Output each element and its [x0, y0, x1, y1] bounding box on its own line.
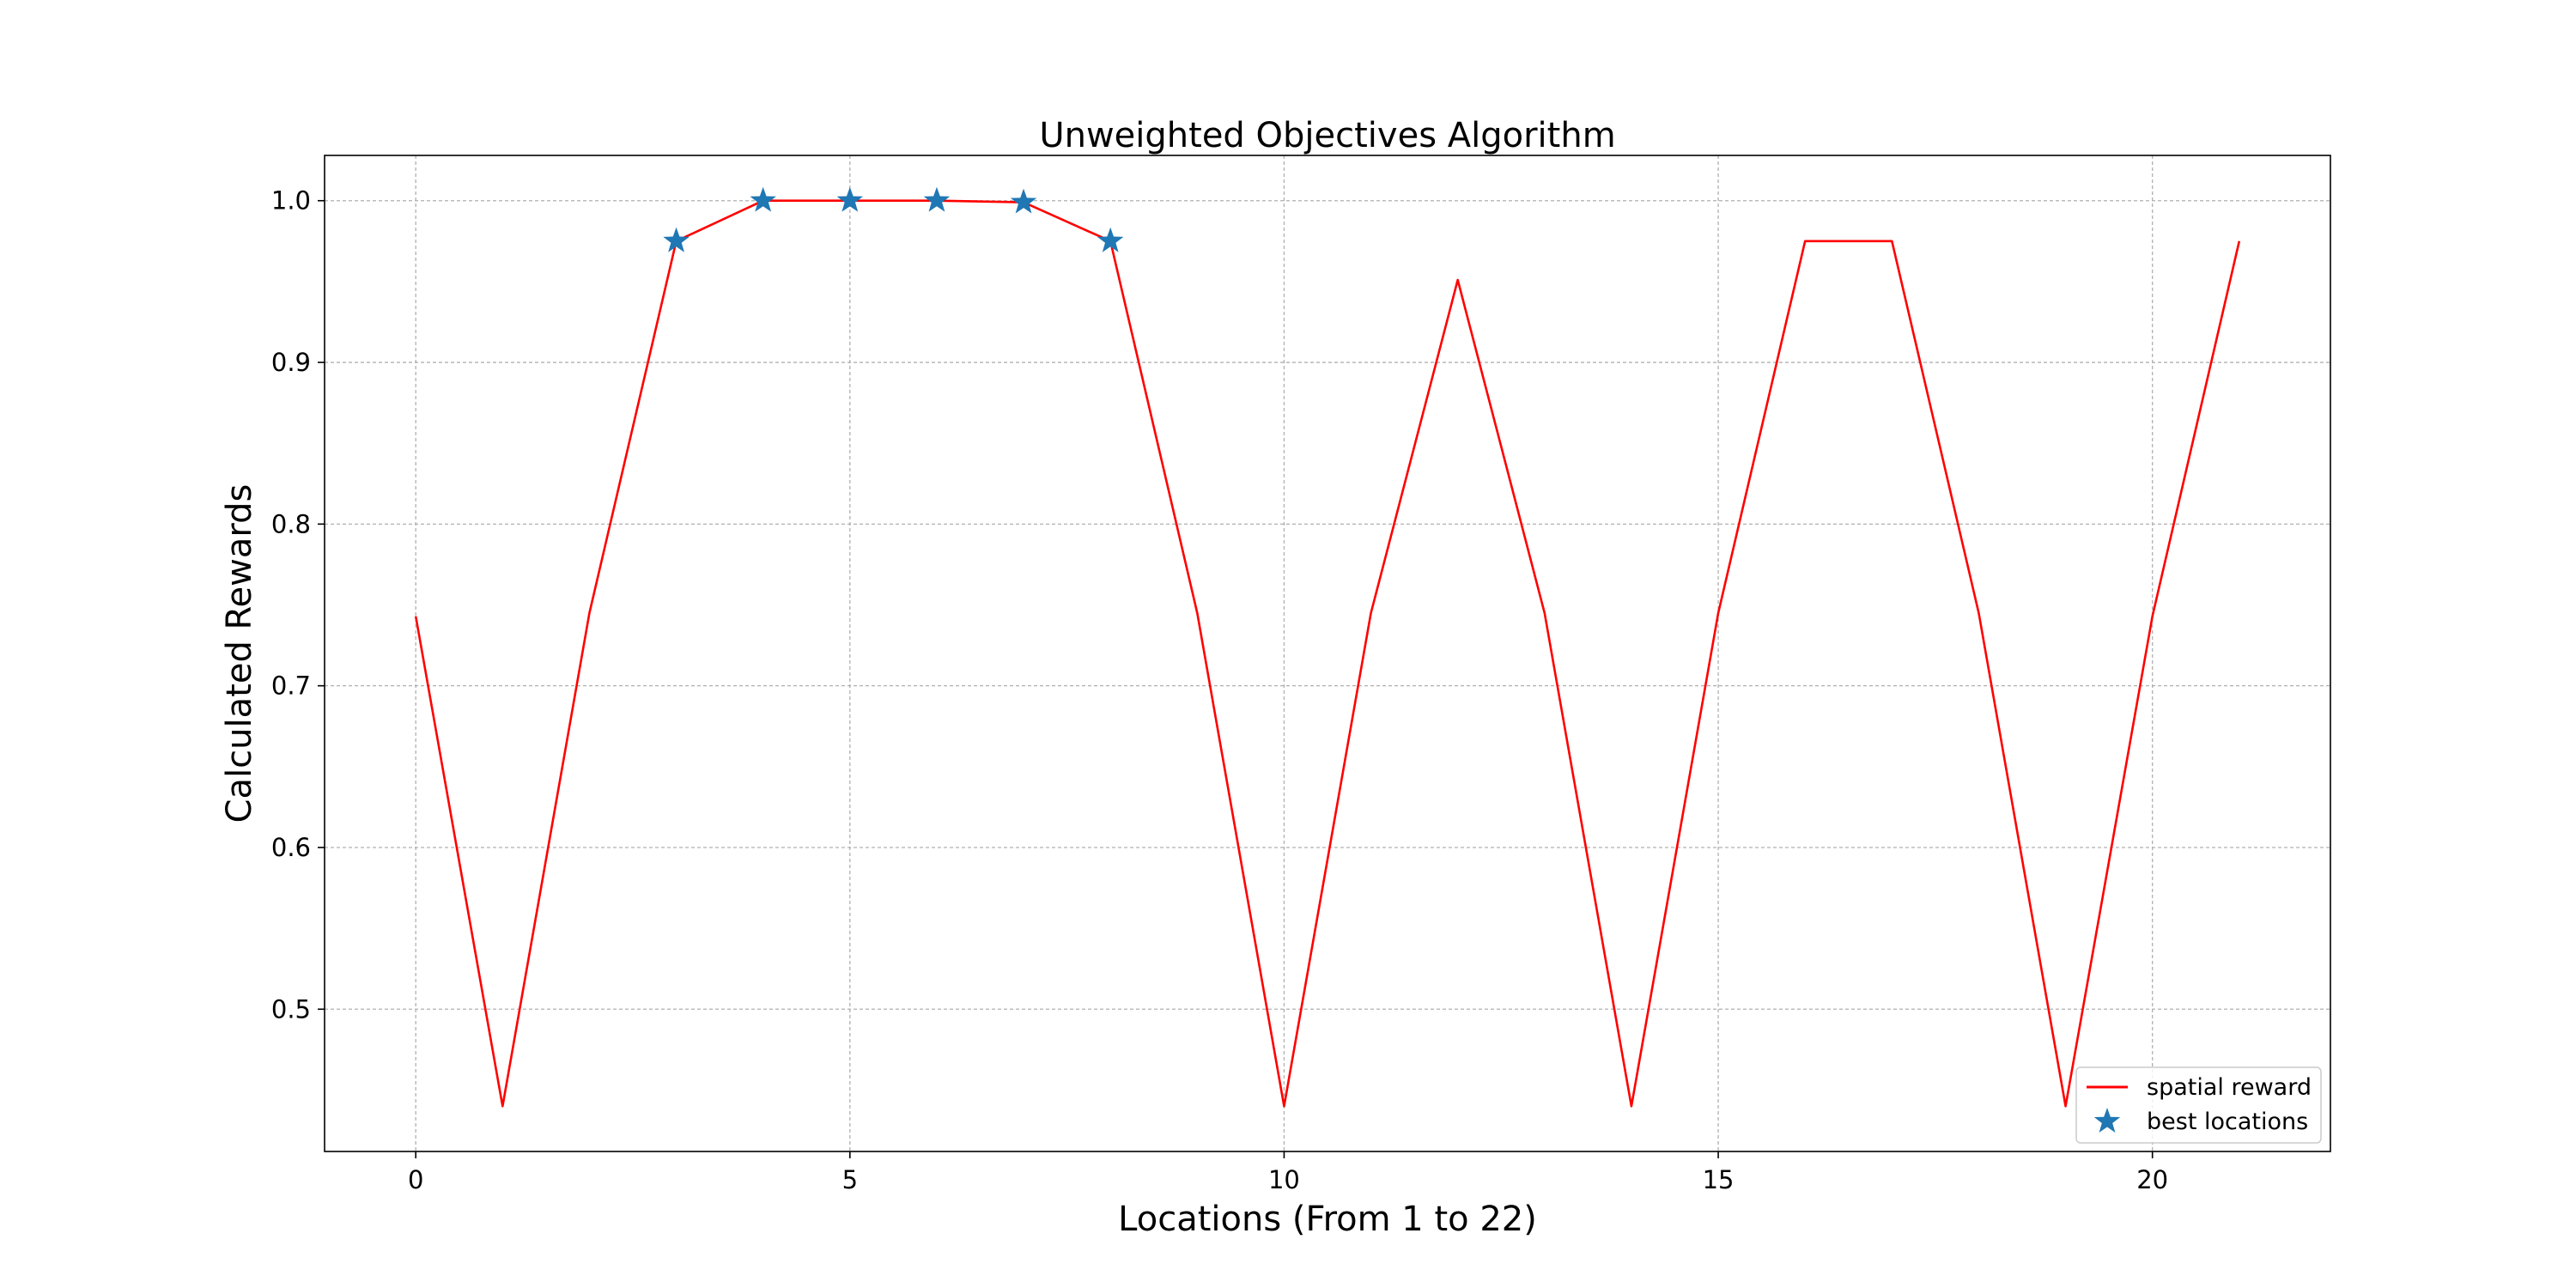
- best-location-star: [1010, 188, 1037, 214]
- chart-title: Unweighted Objectives Algorithm: [1039, 116, 1615, 155]
- best-location-star: [836, 186, 864, 212]
- plot-frame: [324, 155, 2331, 1152]
- y-tick-label: 0.7: [271, 671, 311, 701]
- best-location-star: [750, 186, 776, 212]
- y-tick-label: 0.6: [271, 833, 311, 862]
- series-line-spatial-reward: [414, 199, 2241, 1108]
- x-axis-label: Locations (From 1 to 22): [1118, 1200, 1537, 1239]
- legend: spatial reward best locations: [2075, 1066, 2322, 1144]
- legend-label-best-locations: best locations: [2147, 1109, 2308, 1135]
- best-location-star: [923, 186, 951, 212]
- x-tick-label: 0: [408, 1165, 423, 1194]
- x-tick-label: 10: [1268, 1165, 1300, 1194]
- legend-swatch-best-locations: [2093, 1108, 2121, 1133]
- x-tick-label: 20: [2136, 1165, 2168, 1194]
- best-location-star: [663, 227, 690, 252]
- legend-label-spatial-reward: spatial reward: [2147, 1074, 2312, 1101]
- grid-lines: [325, 155, 2330, 1151]
- plot-series: [414, 186, 2241, 1108]
- y-tick-label: 0.8: [271, 509, 311, 538]
- y-tick-label: 1.0: [271, 186, 311, 216]
- best-location-star: [1097, 227, 1124, 252]
- y-axis-label: Calculated Rewards: [220, 484, 259, 823]
- legend-box: [2075, 1066, 2322, 1144]
- x-tick-label: 5: [842, 1165, 858, 1194]
- y-tick-label: 0.5: [271, 994, 311, 1024]
- y-tick-label: 0.9: [271, 348, 311, 377]
- axis-ticks: 0 5 10 15 20 0.5 0.6 0.7 0.8 0.9 1.0: [271, 186, 2168, 1194]
- x-tick-label: 15: [1703, 1165, 1735, 1194]
